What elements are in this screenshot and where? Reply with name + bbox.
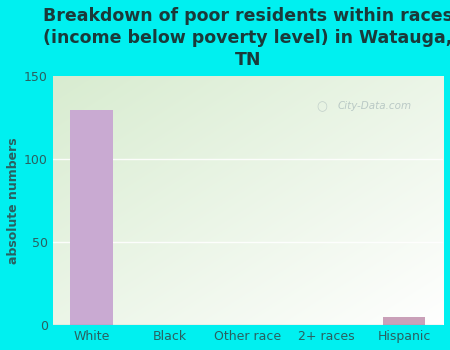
Bar	[382, 317, 426, 325]
Text: ○: ○	[317, 100, 328, 113]
Text: City-Data.com: City-Data.com	[338, 101, 412, 111]
Bar	[70, 110, 113, 325]
Title: Breakdown of poor residents within races
(income below poverty level) in Watauga: Breakdown of poor residents within races…	[43, 7, 450, 69]
Y-axis label: absolute numbers: absolute numbers	[7, 138, 20, 264]
